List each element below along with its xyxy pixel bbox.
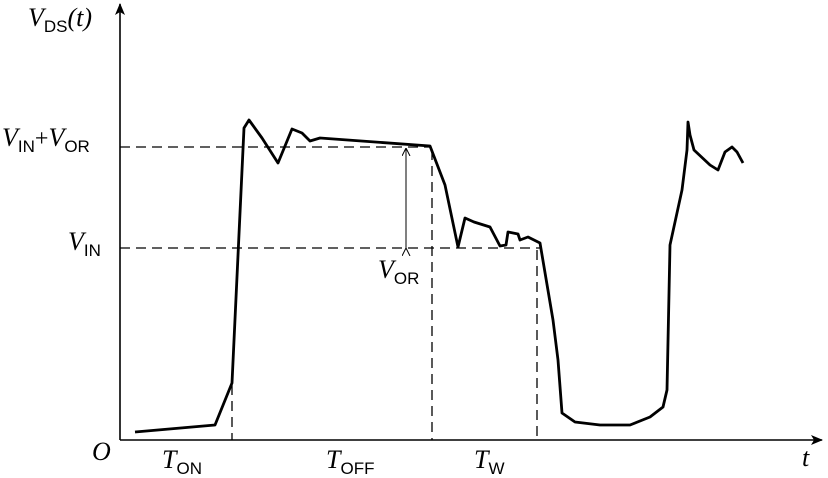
level-label: VIN+VOR bbox=[2, 123, 90, 156]
gap-label: VOR bbox=[378, 255, 419, 288]
interval-label: TW bbox=[474, 445, 505, 478]
x-axis-label: t bbox=[802, 443, 810, 472]
interval-label: TON bbox=[162, 445, 202, 478]
interval-label: TOFF bbox=[326, 445, 374, 478]
waveform bbox=[134, 118, 745, 434]
level-label: VIN bbox=[68, 227, 101, 260]
y-axis-label: VDS(t) bbox=[28, 3, 92, 36]
origin-label: O bbox=[92, 437, 111, 466]
